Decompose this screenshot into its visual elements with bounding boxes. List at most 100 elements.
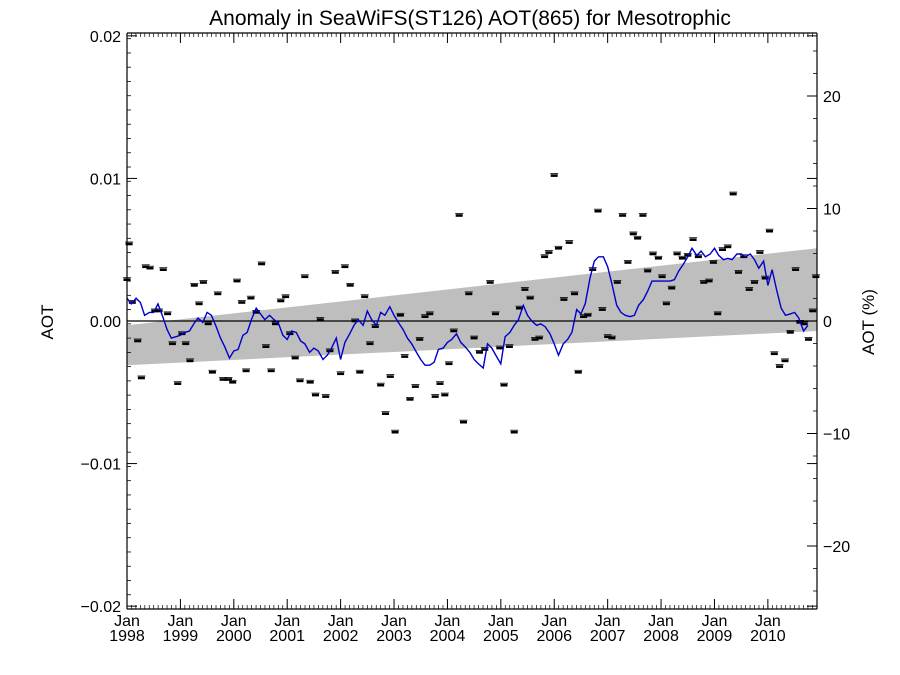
chart-title: Anomaly in SeaWiFS(ST126) AOT(865) for M… [209,7,731,30]
point-marker [450,329,458,333]
point-marker [492,312,499,316]
monthly-point [745,287,754,291]
x-tick-year: 2001 [269,628,305,645]
monthly-point [565,240,574,244]
point-marker [247,296,255,300]
point-marker [476,351,483,354]
monthly-point [267,368,276,373]
x-tick-month: Jan [755,613,781,630]
monthly-point [242,368,251,373]
point-marker [516,306,523,310]
x-tick-year: 2009 [697,628,733,645]
point-marker [724,245,732,249]
point-marker [470,336,478,340]
point-marker [306,381,314,384]
x-tick-month: Jan [328,613,354,630]
monthly-point [133,338,142,343]
y-tick-label-left: −0.01 [81,457,122,474]
point-marker [668,286,676,290]
monthly-point [570,291,579,296]
monthly-point [208,369,217,374]
monthly-point [396,312,405,317]
point-marker [366,342,374,346]
monthly-point [689,237,698,241]
point-marker [441,393,449,397]
monthly-point [505,344,514,348]
x-tick-year: 1999 [163,628,199,645]
monthly-point [658,274,667,279]
point-marker [634,237,642,240]
point-marker [662,302,670,306]
monthly-point [486,280,495,284]
point-marker [142,265,150,269]
monthly-point [440,392,449,397]
point-marker [719,248,726,251]
point-marker [619,214,627,217]
monthly-point [510,429,519,434]
monthly-point [739,254,748,259]
point-marker [678,257,686,260]
point-marker [426,312,434,316]
point-marker [272,322,279,326]
monthly-point [281,294,290,299]
x-tick-year: 2003 [376,628,412,645]
point-marker [766,229,773,233]
monthly-point [673,251,682,256]
point-marker [199,281,207,284]
point-marker [805,338,812,341]
x-tick-month: Jan [702,613,728,630]
point-marker [195,302,203,306]
monthly-point [257,261,266,266]
point-marker [770,352,778,356]
point-marker [649,252,657,256]
point-marker [356,371,364,374]
monthly-point [296,378,304,383]
point-marker [486,281,494,284]
point-marker [541,255,549,259]
x-tick-month: Jan [541,613,567,630]
point-marker [624,261,632,264]
monthly-point [694,254,703,259]
point-marker [411,385,419,388]
monthly-point [613,280,622,284]
monthly-point [607,335,616,340]
point-marker [745,288,753,291]
monthly-point [246,295,255,300]
point-marker [134,339,142,343]
monthly-point [213,291,222,296]
point-marker [550,174,558,177]
monthly-point [705,278,714,283]
monthly-point [770,351,779,356]
monthly-point [464,291,473,296]
point-marker [229,381,237,384]
point-marker [658,275,666,279]
point-marker [316,318,324,321]
monthly-point [173,381,182,385]
point-marker [277,299,285,303]
point-marker [460,420,467,424]
monthly-point [400,354,409,358]
point-marker [391,430,399,434]
point-marker [436,382,444,385]
y-tick-label-right: 20 [823,89,841,106]
point-marker [776,365,784,368]
monthly-point [155,308,163,313]
monthly-point [360,294,369,299]
monthly-point [224,377,233,381]
x-tick-month: Jan [488,613,514,630]
point-marker [598,308,606,311]
point-marker [242,369,250,373]
point-marker [604,335,612,338]
x-tick-month: Jan [274,613,300,630]
point-marker [258,262,266,266]
point-marker [282,295,290,299]
monthly-point [125,241,134,246]
point-marker [164,312,172,316]
monthly-point [765,228,774,233]
point-marker [406,398,414,401]
point-marker [500,383,508,387]
monthly-point [190,282,199,287]
monthly-point [336,371,345,376]
x-tick-year: 2010 [750,628,786,645]
monthly-point [300,274,309,279]
